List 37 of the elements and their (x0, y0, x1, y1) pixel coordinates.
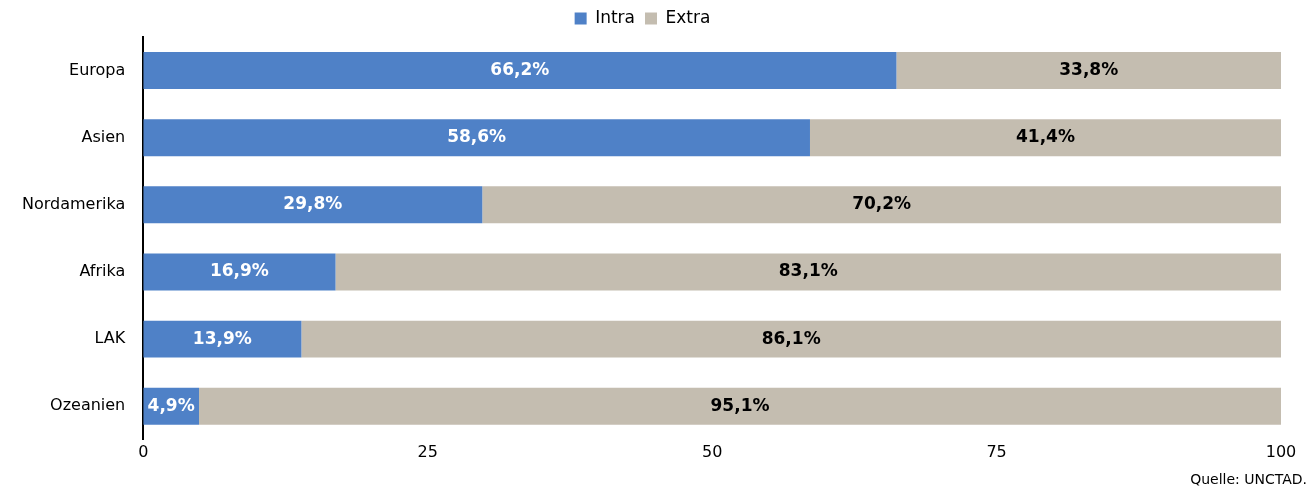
data-label: 13,9% (192, 327, 252, 348)
bar (482, 186, 1281, 224)
y-tick-label: Nordamerika (21, 193, 126, 213)
data-label: 66,2% (490, 58, 550, 79)
y-tick-label: Europa (69, 59, 126, 79)
data-label: 29,8% (283, 193, 343, 214)
bar (143, 52, 897, 90)
bar (199, 387, 1281, 425)
data-label: 16,9% (209, 260, 269, 281)
y-tick-label: Ozeanien (50, 395, 126, 415)
data-label: 70,2% (852, 193, 912, 214)
data-label: 41,4% (1016, 126, 1075, 147)
data-label: 86,1% (761, 327, 821, 348)
y-tick-label: Afrika (79, 261, 126, 281)
bar (143, 253, 336, 291)
x-tick-label: 25 (417, 441, 438, 461)
data-label: 33,8% (1059, 58, 1119, 79)
bar (143, 320, 302, 358)
data-label: 58,6% (447, 126, 507, 147)
y-tick-label: Asien (81, 126, 126, 146)
x-tick-label: 100 (1265, 441, 1297, 461)
x-tick-label: 0 (138, 441, 149, 461)
bar (896, 52, 1281, 90)
bar (809, 119, 1281, 157)
x-tick-label: 50 (701, 441, 723, 461)
source-note: Quelle: UNCTAD. (1190, 470, 1307, 487)
bar (335, 253, 1281, 291)
x-tick-label: 75 (986, 441, 1007, 461)
data-label: 83,1% (778, 260, 838, 281)
bar (301, 320, 1281, 358)
data-label: 95,1% (710, 394, 770, 415)
data-label: 4,9% (147, 394, 195, 415)
y-tick-label: LAK (94, 328, 126, 348)
bar (143, 119, 810, 157)
bar (143, 186, 483, 224)
legend-label: Intra (595, 6, 636, 27)
legend-label: Extra (665, 6, 711, 27)
